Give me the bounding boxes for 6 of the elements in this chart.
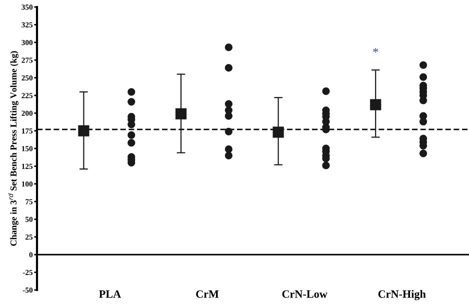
x-tick-label: PLA [99, 290, 122, 298]
x-tick-label: CrN-Low [282, 290, 328, 298]
y-axis-title: Change in 3$^{rd}$ Set Bench Press Lifting Volume (kg) [8, 51, 18, 246]
x-tick-label: CrM [196, 290, 219, 298]
x-tick-label: CrN-High [378, 290, 426, 300]
annotation: * [373, 48, 378, 53]
